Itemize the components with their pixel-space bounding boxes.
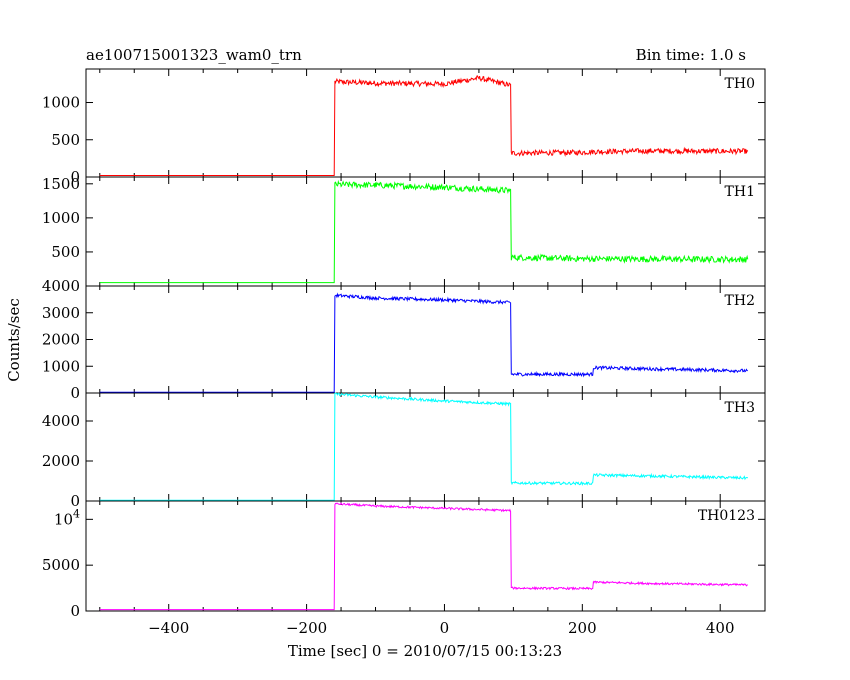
y-tick-label: 1000	[42, 209, 80, 227]
y-tick-label: 2000	[42, 452, 80, 470]
panel-frame	[85, 500, 766, 612]
y-tick-label: 104	[54, 507, 80, 528]
y-tick-label: 3000	[42, 304, 80, 322]
y-tick-label: 4000	[42, 412, 80, 430]
series-line-th2	[99, 292, 748, 393]
series-line-th0	[99, 75, 749, 176]
figure-title: ae100715001323_wam0_trn	[86, 46, 302, 64]
panel-frame	[85, 68, 766, 178]
x-tick-label: 0	[440, 619, 450, 637]
series-line-th3	[99, 392, 749, 501]
y-tick-label: 500	[51, 243, 80, 261]
panel-label: TH1	[725, 184, 755, 200]
series-line-th1	[99, 179, 749, 284]
y-axis-label: Counts/sec	[5, 298, 23, 382]
series-line-th0123	[99, 502, 748, 611]
y-tick-label: 1000	[42, 94, 80, 112]
x-tick-label: 200	[568, 619, 597, 637]
panel-frame	[85, 285, 766, 394]
x-tick-label: −200	[286, 619, 327, 637]
y-tick-label: 5000	[42, 556, 80, 574]
panel-label: TH3	[725, 400, 755, 416]
panel-frame	[85, 392, 766, 502]
x-tick-label: 400	[706, 619, 735, 637]
y-tick-label: 0	[70, 168, 80, 186]
y-tick-label: 2000	[42, 331, 80, 349]
panel-label: TH0	[725, 76, 755, 92]
y-tick-label: 1500	[42, 175, 80, 193]
y-tick-label: 0	[70, 492, 80, 510]
panel-label: TH0123	[698, 508, 755, 524]
panel-label: TH2	[725, 293, 755, 309]
y-tick-label: 1000	[42, 357, 80, 375]
y-tick-label: 0	[70, 602, 80, 620]
panel-frame	[85, 176, 766, 287]
y-tick-label: 500	[51, 131, 80, 149]
x-axis-label: Time [sec] 0 = 2010/07/15 00:13:23	[288, 642, 562, 660]
y-tick-label: 4000	[42, 277, 80, 295]
bin-time-label: Bin time: 1.0 s	[636, 46, 746, 64]
x-tick-label: −400	[148, 619, 189, 637]
y-tick-label: 0	[70, 384, 80, 402]
